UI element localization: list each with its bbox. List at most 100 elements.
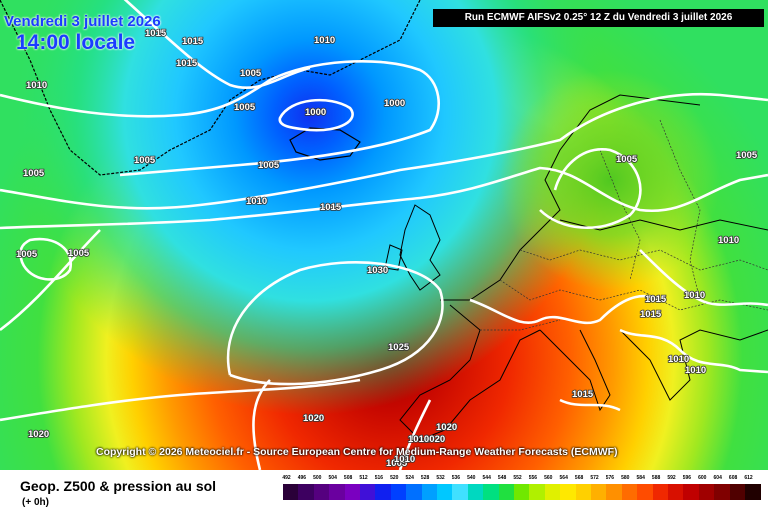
scale-swatch: [714, 484, 731, 500]
isobar-label: 1015: [645, 294, 667, 305]
scale-tick-label: 572: [590, 475, 599, 481]
iceland-coastline: [289, 127, 361, 161]
scale-swatch: [498, 484, 515, 500]
scale-tick-label: 588: [651, 475, 661, 481]
scale-tick-label: 544: [482, 475, 491, 481]
scale-tick-label: 496: [297, 475, 307, 481]
scale-tick-label: 600: [698, 475, 707, 481]
scale-tick-label: 612: [744, 475, 753, 481]
scale-swatch: [637, 484, 654, 500]
scale-tick-label: 548: [497, 475, 507, 481]
scale-swatch: [591, 484, 607, 500]
isobar-label: 1010: [685, 365, 706, 376]
scale-tick-label: 596: [682, 475, 692, 481]
forecast-time: 14:00 locale: [16, 31, 136, 54]
scale-swatch: [313, 484, 330, 500]
scale-swatch: [745, 484, 761, 500]
isobar-label: 1015: [640, 309, 662, 320]
scale-swatch: [452, 484, 469, 500]
scale-swatch: [606, 484, 623, 500]
scale-tick-label: 540: [467, 475, 476, 481]
scale-tick-label: 576: [605, 475, 615, 481]
isobar-label: 1010: [394, 454, 415, 465]
isobar-label: 1005: [616, 154, 638, 165]
europe-coastlines: [384, 94, 768, 441]
scale-swatch: [621, 484, 638, 500]
scale-swatch: [344, 484, 361, 500]
scale-tick-label: 580: [621, 475, 630, 481]
scale-tick-label: 504: [328, 475, 337, 481]
scale-swatch: [652, 484, 669, 500]
isobar-label: 1020: [436, 422, 457, 433]
isobar-label: 1005: [134, 155, 156, 166]
isobar-label: 1010: [668, 354, 689, 365]
scale-swatch: [483, 484, 500, 500]
isobar-label: 1020: [303, 413, 324, 424]
isobar-label: 1015: [182, 36, 204, 47]
scale-swatch: [467, 484, 484, 500]
isobar-label: 1005: [240, 68, 262, 79]
copyright-text: Copyright © 2026 Meteociel.fr - Source E…: [96, 446, 618, 458]
scale-tick-label: 552: [513, 475, 522, 481]
scale-tick-label: 536: [451, 475, 461, 481]
forecast-date: Vendredi 3 juillet 2026: [4, 13, 161, 30]
scale-tick-label: 564: [559, 475, 568, 481]
scale-tick-label: 604: [713, 475, 722, 481]
scale-tick-label: 556: [528, 475, 538, 481]
scale-swatch: [729, 484, 746, 500]
scale-swatch: [560, 484, 577, 500]
isobar-label: 1000: [384, 98, 405, 109]
scale-swatch: [668, 484, 684, 500]
isobar-label: 1015: [176, 58, 198, 69]
scale-tick-label: 512: [359, 475, 368, 481]
scale-swatch: [360, 484, 376, 500]
isobar-label: 1005: [258, 160, 280, 171]
weather-map: 1015 1015 1015 1010 1010 1005 1005 1000 …: [0, 0, 768, 470]
run-info: Run ECMWF AIFSv2 0.25° 12 Z du Vendredi …: [433, 9, 764, 27]
scale-tick-label: 492: [282, 475, 291, 481]
scale-swatch: [544, 484, 561, 500]
scale-swatch: [283, 484, 299, 500]
isobar-label: 1015: [145, 28, 167, 39]
scale-swatch: [683, 484, 700, 500]
isobar-label: 1005: [23, 168, 45, 179]
scale-swatch: [375, 484, 392, 500]
greenland-coastline: [0, 0, 421, 176]
isobar-label: 1000: [305, 107, 326, 118]
scale-tick-label: 528: [420, 475, 430, 481]
isobar-label: 1020: [28, 429, 49, 440]
isobar-label: 1010: [26, 80, 47, 91]
scale-swatch: [698, 484, 715, 500]
isobar-label: 1015: [320, 202, 342, 213]
isobar-label: 1010: [684, 290, 705, 301]
scale-tick-label: 524: [405, 475, 414, 481]
isobar-labels: 1015 1015 1015 1010 1010 1005 1005 1000 …: [15, 27, 758, 470]
map-canvas: 1015 1015 1015 1010 1010 1005 1005 1000 …: [0, 0, 768, 470]
scale-swatch: [529, 484, 546, 500]
scale-tick-label: 568: [574, 475, 584, 481]
isobar-label: 1010: [246, 196, 267, 207]
isobar-label: 1010: [314, 35, 335, 46]
isobar-label: 1005: [16, 249, 38, 260]
scale-tick-label: 592: [667, 475, 676, 481]
scale-tick-label: 516: [374, 475, 384, 481]
scale-swatch: [437, 484, 453, 500]
country-borders: [480, 119, 768, 331]
scale-swatch: [514, 484, 530, 500]
scale-tick-label: 584: [636, 475, 645, 481]
isobar-label: 1005: [68, 248, 90, 259]
isobar-label: 1020: [424, 434, 445, 445]
isobar-label: 1005: [234, 102, 256, 113]
scale-swatch: [406, 484, 423, 500]
map-title: Geop. Z500 & pression au sol: [20, 478, 217, 494]
isobar-label: 1005: [386, 458, 408, 469]
scale-swatch: [298, 484, 315, 500]
map-subtitle: (+ 0h): [22, 497, 49, 508]
scale-tick-label: 532: [436, 475, 445, 481]
scale-swatch: [575, 484, 592, 500]
isobar-label: 1030: [367, 265, 388, 276]
isobar-label: 1025: [388, 342, 410, 353]
scale-tick-label: 560: [544, 475, 553, 481]
scale-swatch: [421, 484, 438, 500]
isobar-label: 1015: [572, 389, 594, 400]
